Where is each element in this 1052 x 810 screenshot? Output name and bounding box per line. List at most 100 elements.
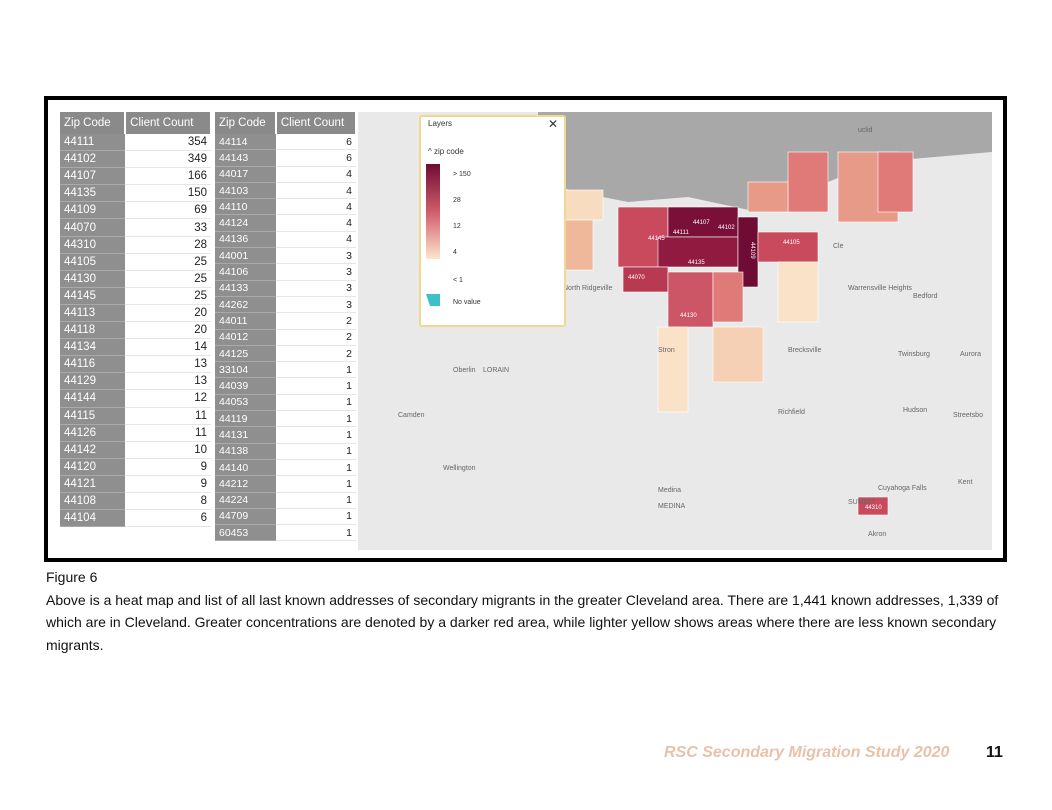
place-label: Medina: [658, 487, 681, 494]
client-count: 4: [275, 231, 356, 249]
layers-panel: Layers ✕ ^ zip code > 150 28 12 4 < 1 No…: [419, 115, 566, 327]
zip-code: 44053: [215, 394, 276, 412]
table-row: 44310 28: [60, 236, 211, 254]
table-row: 44134 14: [60, 338, 211, 357]
table-row: 44113 20: [60, 304, 211, 323]
table-row: 44120 9: [60, 458, 211, 476]
client-count: 6: [125, 509, 211, 528]
place-label: North Ridgeville: [563, 285, 613, 292]
layer-name[interactable]: ^ zip code: [428, 147, 464, 156]
client-count: 1: [275, 410, 356, 428]
place-label: Bedford: [913, 293, 938, 300]
legend-item: < 1: [453, 277, 463, 284]
table-row: 44111 354: [60, 134, 211, 152]
place-label: Warrensville Heights: [848, 285, 912, 292]
table-row: 44709 1: [215, 508, 356, 526]
zip-code: 44109: [60, 201, 126, 220]
zip-label: 44109: [749, 242, 755, 259]
zip-code: 44125: [215, 345, 276, 363]
zip-label: 44102: [718, 225, 735, 231]
caption: Figure 6 Above is a heat map and list of…: [46, 566, 1011, 656]
client-count: 1: [275, 459, 356, 477]
zip-code: 44310: [60, 236, 126, 254]
zip-code: 44120: [60, 458, 126, 476]
zip-code: 44145: [60, 287, 126, 305]
place-label: Hudson: [903, 407, 927, 414]
legend-item: 4: [453, 249, 457, 256]
table-row: 44121 9: [60, 475, 211, 493]
map: 44145 44107 44111 44102 44105 44135 4407…: [358, 112, 992, 550]
header: Zip Code: [60, 112, 127, 134]
zip-code: 44103: [215, 182, 276, 200]
table-row: 44143 6: [215, 149, 356, 167]
zip-code: 44070: [60, 218, 126, 237]
table-row: 44053 1: [215, 394, 356, 412]
zip-code: 44133: [215, 280, 276, 297]
zip-table-1: Zip Code Client Count 44111 354 44102 349 441…: [60, 112, 212, 528]
zip-label: 44145: [648, 236, 665, 242]
table-row: 44144 12: [60, 389, 211, 408]
place-label: Aurora: [960, 351, 981, 358]
client-count: 8: [125, 492, 211, 511]
legend-item: No value: [453, 299, 481, 306]
zip-code: 44106: [215, 263, 276, 281]
table-row: 44012 2: [215, 329, 356, 346]
table-row: 44224 1: [215, 492, 356, 509]
table-row: 44108 8: [60, 492, 211, 511]
place-label: Akron: [868, 531, 886, 538]
table-row: 44212 1: [215, 475, 356, 493]
table-row: 44119 1: [215, 410, 356, 428]
place-label: uclid: [858, 127, 873, 134]
client-count: 9: [125, 475, 211, 493]
table-row: 44039 1: [215, 377, 356, 395]
client-count: 4: [275, 182, 356, 200]
figure-label: Figure 6: [46, 569, 98, 585]
client-count: 6: [275, 149, 356, 167]
client-count: 13: [125, 372, 211, 391]
table-row: 44125 2: [215, 345, 356, 363]
client-count: 14: [125, 338, 211, 357]
zip-code: 44011: [215, 312, 276, 330]
client-count: 150: [125, 184, 211, 203]
client-count: 12: [125, 389, 211, 408]
zip-code: 44039: [215, 377, 276, 395]
client-count: 20: [125, 321, 211, 340]
zip-code: 44114: [215, 134, 276, 151]
legend-item: 12: [453, 223, 461, 230]
table-row: 44131 1: [215, 426, 356, 444]
zip-code: 44121: [60, 475, 126, 493]
zip-code: 44138: [215, 443, 276, 460]
close-button[interactable]: ✕: [548, 117, 558, 131]
zip-code: 44709: [215, 508, 276, 526]
zip-code: 44135: [60, 184, 126, 203]
place-label: Cuyahoga Falls: [878, 485, 927, 492]
zip-label: 44111: [673, 230, 689, 236]
table-row: 44102 349: [60, 150, 211, 169]
zip-code: 44124: [215, 214, 276, 232]
place-label: MEDINA: [658, 503, 686, 510]
zip-code: 44107: [60, 167, 126, 186]
zip-code: 44129: [60, 372, 126, 391]
client-count: 20: [125, 304, 211, 323]
zip-code: 44113: [60, 304, 126, 323]
client-count: 1: [275, 426, 356, 444]
table-row: 44129 13: [60, 372, 211, 391]
zip-code: 44131: [215, 426, 276, 444]
client-count: 4: [275, 166, 356, 183]
header: Zip Code: [215, 112, 277, 134]
zip-code: 60453: [215, 524, 276, 542]
table-row: 44104 6: [60, 509, 211, 528]
client-count: 25: [125, 253, 211, 271]
client-count: 1: [275, 361, 356, 379]
zip-code: 44143: [215, 149, 276, 167]
client-count: 25: [125, 270, 211, 288]
place-label: Brecksville: [788, 347, 822, 354]
figure: Zip Code Client Count 44111 354 44102 349 441…: [44, 96, 1007, 562]
zip-code: 44110: [215, 198, 276, 216]
legend-item: > 150: [453, 171, 471, 178]
table-row: 44070 33: [60, 218, 211, 237]
client-count: 1: [275, 394, 356, 412]
table-row: 44017 4: [215, 166, 356, 183]
